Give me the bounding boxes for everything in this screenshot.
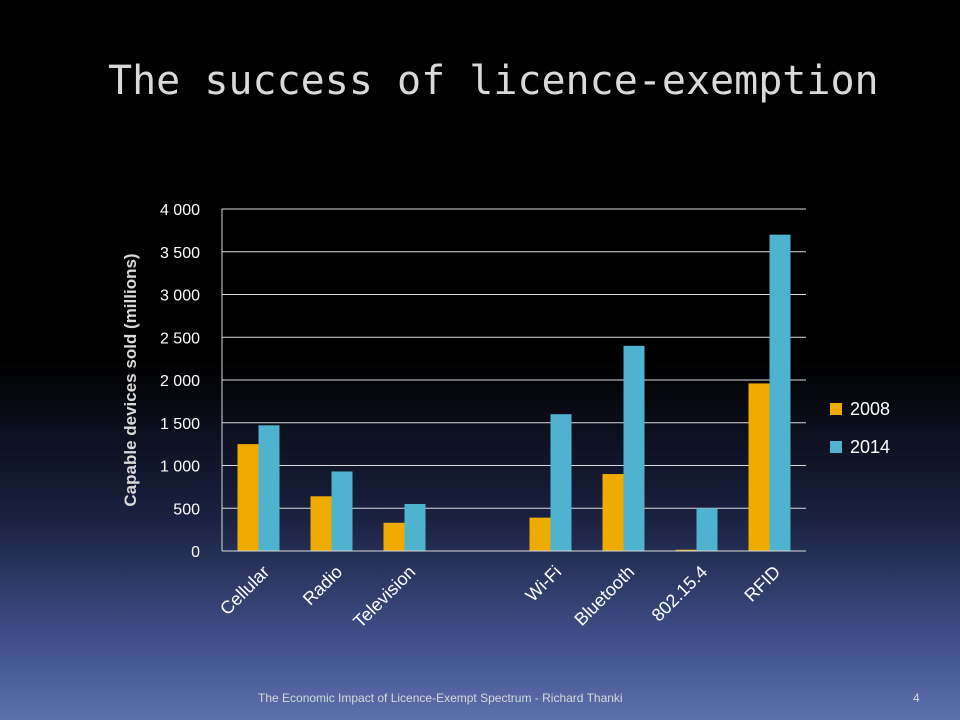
- y-tick-label: 2 000: [160, 373, 200, 390]
- page-number: 4: [913, 691, 920, 705]
- bar-2008: [383, 522, 405, 551]
- bar-2008: [529, 517, 551, 551]
- legend-swatch-2008: [830, 403, 842, 415]
- legend-label-2008: 2008: [850, 399, 890, 419]
- bar-2014: [404, 503, 426, 551]
- axes: [221, 209, 806, 552]
- legend-label-2014: 2014: [850, 437, 890, 457]
- bar-2008: [675, 549, 697, 551]
- y-tick-labels: 0 500 1 000 1 500 2 000 2 500 3 000 3 500 4 000: [160, 202, 200, 561]
- bar-2008: [748, 383, 770, 551]
- bar-2008: [602, 474, 624, 551]
- x-tick-label: Television: [349, 562, 419, 632]
- x-tick-label: Radio: [299, 562, 346, 609]
- y-axis-label: Capable devices sold (millions): [121, 253, 140, 506]
- bar-2014: [258, 425, 280, 551]
- y-tick-label: 3 000: [160, 288, 200, 305]
- legend: 2008 2014: [830, 399, 890, 457]
- y-tick-label: 1 500: [160, 416, 200, 433]
- y-tick-label: 3 500: [160, 245, 200, 262]
- gridlines: [222, 208, 806, 509]
- x-tick-label: Bluetooth: [570, 562, 638, 630]
- footer-text: The Economic Impact of Licence-Exempt Sp…: [258, 691, 623, 705]
- bar-2014: [696, 508, 718, 551]
- y-tick-label: 1 000: [160, 459, 200, 476]
- y-tick-label: 500: [173, 501, 200, 518]
- y-tick-label: 2 500: [160, 330, 200, 347]
- bar-2008: [310, 496, 332, 551]
- x-tick-label: Wi-Fi: [521, 562, 565, 606]
- bar-2014: [331, 471, 353, 551]
- bars: [237, 234, 791, 551]
- x-tick-label: RFID: [740, 562, 784, 606]
- bar-2008: [237, 444, 259, 551]
- legend-swatch-2014: [830, 441, 842, 453]
- slide-title: The success of licence-exemption: [108, 58, 879, 104]
- x-tick-label: 802.15.4: [648, 562, 712, 626]
- x-tick-labels: Cellular Radio Television Wi-Fi Bluetooth 802…: [216, 562, 784, 632]
- y-tick-label: 4 000: [160, 202, 200, 219]
- y-tick-label: 0: [191, 544, 200, 561]
- bar-2014: [550, 414, 572, 551]
- x-tick-label: Cellular: [216, 562, 273, 619]
- bar-2014: [769, 234, 791, 551]
- bar-2014: [623, 345, 645, 551]
